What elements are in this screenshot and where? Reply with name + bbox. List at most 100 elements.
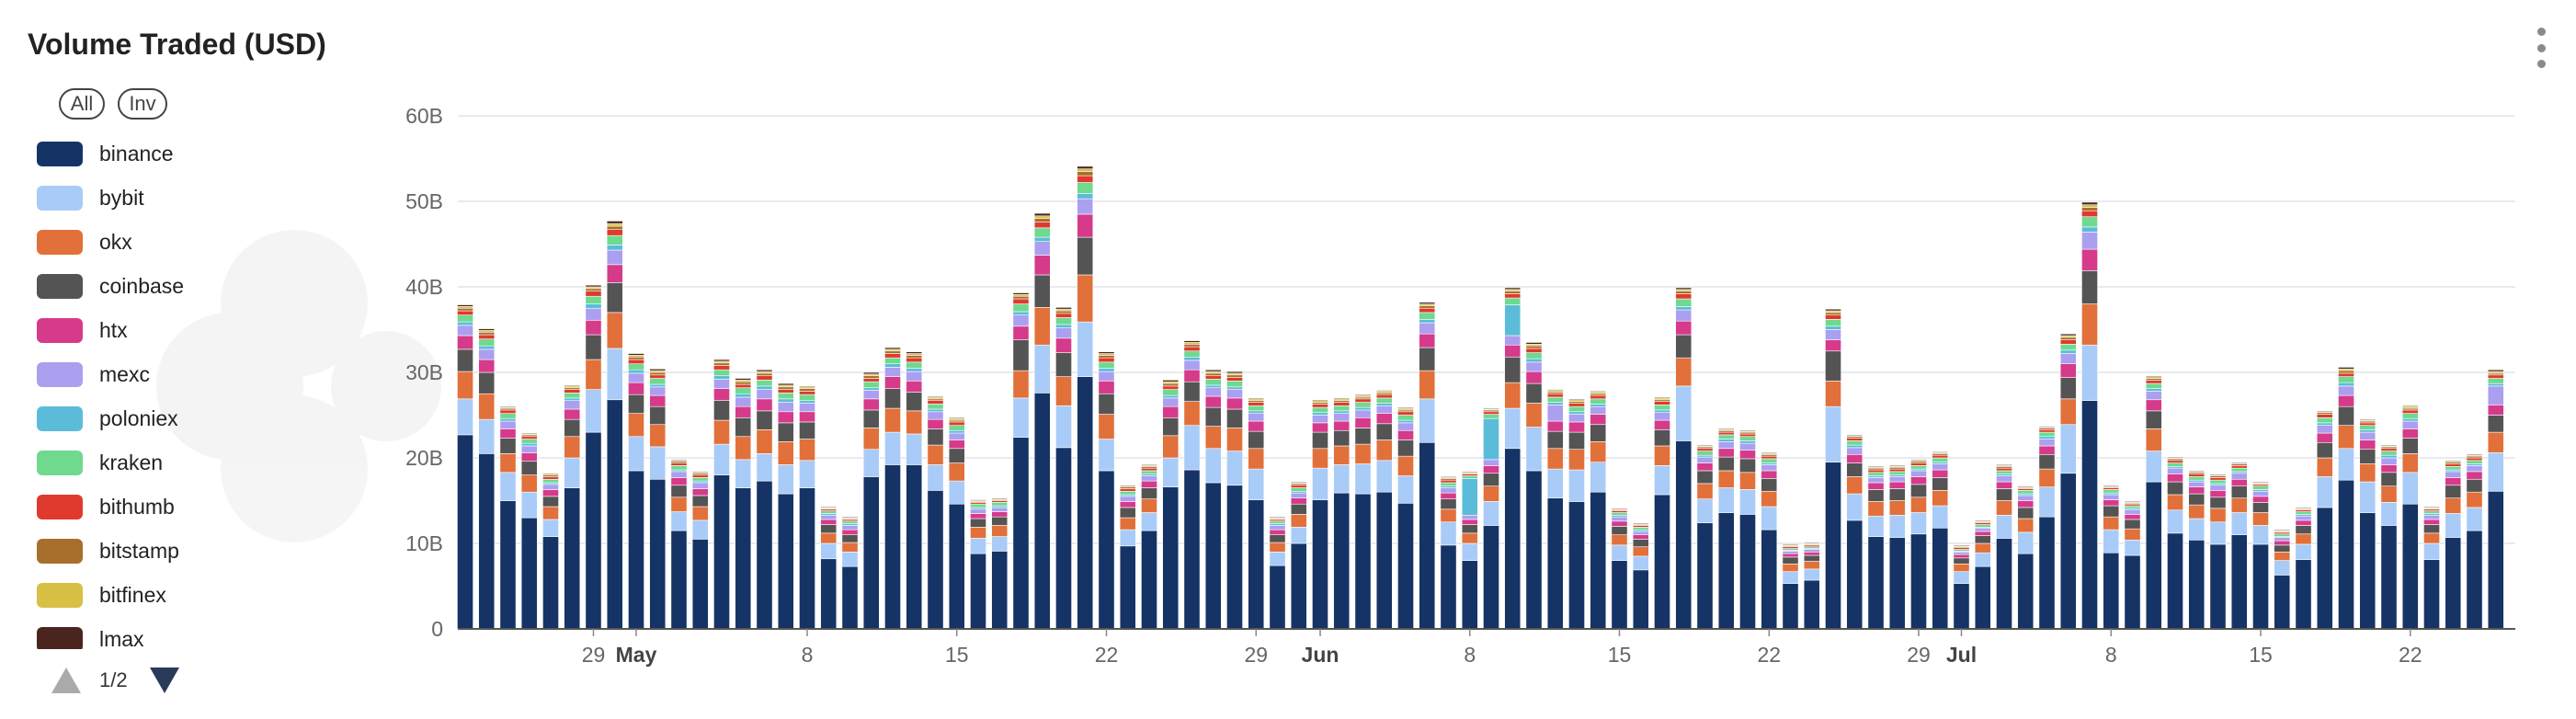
bar-segment-okx[interactable]	[1333, 445, 1351, 465]
bar-segment-okx[interactable]	[1568, 449, 1585, 471]
bar-segment-lmax[interactable]	[2209, 474, 2227, 475]
bar-segment-bithumb[interactable]	[1375, 394, 1393, 399]
bar-segment-bitstamp[interactable]	[1077, 171, 1094, 177]
bar-segment-lmax[interactable]	[1932, 451, 1949, 453]
bar-segment-lmax[interactable]	[735, 378, 752, 381]
bar-segment-kraken[interactable]	[649, 378, 667, 385]
bar-segment-mexc[interactable]	[1483, 459, 1499, 466]
bar-segment-binance[interactable]	[2081, 400, 2098, 630]
bar-segment-kraken[interactable]	[1974, 524, 1991, 528]
bar-segment-mexc[interactable]	[1504, 335, 1522, 346]
bar-segment-mexc[interactable]	[2124, 509, 2141, 515]
bar-segment-bybit[interactable]	[820, 542, 838, 560]
bar-segment-coinbase[interactable]	[606, 282, 623, 314]
bar-segment-mexc[interactable]	[1098, 371, 1115, 382]
bar-segment-kraken[interactable]	[1825, 319, 1841, 327]
bar-segment-mexc[interactable]	[1675, 309, 1693, 322]
bar-segment-okx[interactable]	[1119, 517, 1136, 531]
bar-segment-kraken[interactable]	[884, 357, 901, 365]
bar-segment-bithumb[interactable]	[2230, 465, 2248, 469]
bar-segment-poloniex[interactable]	[1333, 410, 1351, 414]
bar-segment-lmax[interactable]	[820, 506, 838, 508]
bar-segment-okx[interactable]	[1825, 380, 1841, 407]
bar-segment-bithumb[interactable]	[906, 357, 923, 363]
bar-segment-binance[interactable]	[2487, 490, 2504, 630]
bar-segment-bithumb[interactable]	[1119, 488, 1136, 492]
bar-segment-bybit[interactable]	[457, 398, 473, 436]
bar-segment-bybit[interactable]	[948, 480, 965, 505]
bar-segment-lmax[interactable]	[2359, 418, 2377, 421]
bar-segment-bybit[interactable]	[1204, 448, 1222, 484]
bar-segment-poloniex[interactable]	[1546, 402, 1564, 405]
bar-segment-okx[interactable]	[1033, 307, 1051, 346]
bar-segment-poloniex[interactable]	[1675, 306, 1693, 311]
bar-segment-okx[interactable]	[2274, 551, 2291, 561]
bar-segment-bybit[interactable]	[1504, 407, 1522, 450]
bar-segment-mexc[interactable]	[2081, 232, 2098, 250]
bar-segment-okx[interactable]	[628, 413, 644, 438]
bar-segment-bybit[interactable]	[1803, 568, 1820, 581]
bar-segment-lmax[interactable]	[2230, 462, 2248, 463]
bar-segment-poloniex[interactable]	[564, 397, 581, 401]
bar-segment-coinbase[interactable]	[1910, 484, 1927, 498]
bar-segment-bybit[interactable]	[2059, 424, 2077, 474]
bar-segment-mexc[interactable]	[1141, 475, 1157, 482]
bar-segment-binance[interactable]	[1077, 376, 1094, 630]
bar-segment-okx[interactable]	[970, 527, 986, 539]
bar-segment-binance[interactable]	[927, 490, 944, 630]
bar-segment-lmax[interactable]	[2466, 453, 2483, 456]
bar-segment-bithumb[interactable]	[1033, 222, 1051, 229]
bar-segment-htx[interactable]	[1077, 213, 1094, 238]
bar-segment-bithumb[interactable]	[2338, 372, 2354, 377]
bar-segment-bybit[interactable]	[1033, 344, 1051, 394]
bar-segment-lmax[interactable]	[970, 499, 986, 501]
bar-segment-mexc[interactable]	[713, 379, 730, 389]
bar-segment-coinbase[interactable]	[1033, 274, 1051, 308]
bar-segment-poloniex[interactable]	[1397, 419, 1414, 424]
bar-segment-binance[interactable]	[1590, 491, 1607, 630]
bar-segment-lmax[interactable]	[906, 351, 923, 354]
bar-segment-binance[interactable]	[1825, 462, 1841, 630]
bar-segment-mexc[interactable]	[2445, 471, 2462, 478]
bar-segment-coinbase[interactable]	[2209, 496, 2227, 509]
bar-segment-bitstamp[interactable]	[799, 388, 815, 392]
bar-segment-bithumb[interactable]	[1932, 454, 1949, 459]
bar-segment-htx[interactable]	[862, 398, 880, 411]
bar-segment-coinbase[interactable]	[1825, 350, 1841, 382]
bar-segment-okx[interactable]	[735, 436, 752, 461]
bar-segment-binance[interactable]	[1996, 538, 2012, 630]
bar-segment-coinbase[interactable]	[2338, 405, 2354, 426]
bar-segment-okx[interactable]	[1675, 357, 1693, 387]
bar-segment-poloniex[interactable]	[478, 345, 496, 350]
bar-segment-binance[interactable]	[2145, 481, 2162, 630]
bar-segment-bithumb[interactable]	[2466, 457, 2483, 462]
bar-segment-okx[interactable]	[1611, 534, 1628, 546]
bar-segment-coinbase[interactable]	[1739, 458, 1756, 474]
bar-segment-bithumb[interactable]	[457, 310, 473, 315]
bar-segment-lmax[interactable]	[1611, 508, 1628, 510]
bar-segment-bithumb[interactable]	[2487, 374, 2504, 379]
bar-segment-bitstamp[interactable]	[884, 350, 901, 354]
bar-segment-mexc[interactable]	[2274, 537, 2291, 542]
bar-segment-lmax[interactable]	[1739, 429, 1756, 432]
bar-segment-poloniex[interactable]	[862, 387, 880, 391]
bar-segment-binance[interactable]	[649, 478, 667, 630]
bar-segment-coinbase[interactable]	[1953, 557, 1970, 565]
bar-segment-lmax[interactable]	[2167, 456, 2183, 459]
bar-segment-poloniex[interactable]	[649, 383, 667, 388]
bar-segment-okx[interactable]	[2380, 485, 2398, 503]
bar-segment-mexc[interactable]	[2188, 481, 2206, 487]
bar-segment-okx[interactable]	[1312, 448, 1328, 469]
bar-segment-bybit[interactable]	[970, 538, 986, 554]
bar-segment-poloniex[interactable]	[1312, 412, 1328, 416]
bar-segment-bybit[interactable]	[1867, 515, 1885, 537]
bar-segment-coinbase[interactable]	[1354, 428, 1372, 445]
bar-segment-htx[interactable]	[1375, 413, 1393, 425]
bar-segment-htx[interactable]	[1953, 554, 1970, 559]
bar-segment-bitstamp[interactable]	[2338, 370, 2354, 374]
legend-item-kraken[interactable]: kraken	[37, 447, 163, 478]
bar-segment-coinbase[interactable]	[542, 496, 559, 508]
bar-segment-okx[interactable]	[1461, 532, 1478, 544]
bar-segment-coinbase[interactable]	[1846, 462, 1864, 477]
bar-segment-mexc[interactable]	[1803, 549, 1820, 553]
